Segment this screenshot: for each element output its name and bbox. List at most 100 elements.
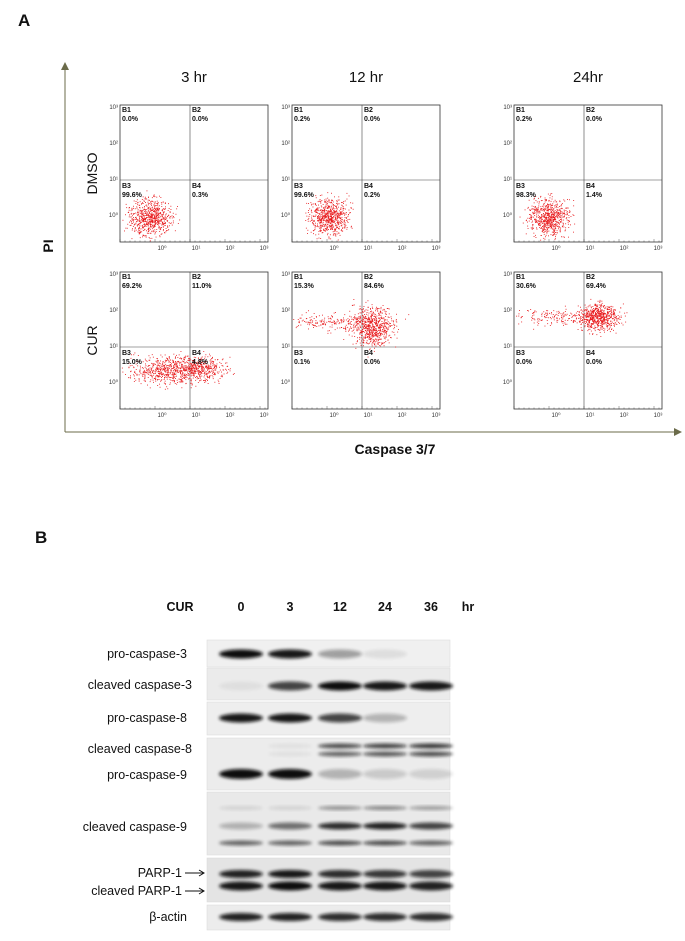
event-dot [373,335,374,337]
event-dot [525,233,527,235]
event-dot [322,220,324,222]
event-dot [564,215,565,217]
event-dot [343,203,344,204]
event-dot [332,226,334,228]
event-dot [386,322,387,324]
event-dot [221,365,223,366]
event-dot [544,316,546,318]
event-dot [580,316,582,317]
event-dot [584,326,586,328]
event-dot [337,221,339,223]
event-dot [160,354,162,356]
event-dot [548,208,550,210]
event-dot [155,217,157,219]
event-dot [204,372,206,373]
event-dot [187,362,189,364]
event-dot [322,219,324,221]
event-dot [339,217,341,219]
event-dot [191,373,192,375]
event-dot [600,310,602,312]
event-dot [149,240,151,242]
event-dot [125,227,127,229]
event-dot [366,324,368,326]
event-dot [323,207,325,208]
event-dot [169,366,171,368]
event-dot [325,324,326,326]
quadrant-percent: 69.2% [122,283,143,290]
event-dot [363,316,365,318]
event-dot [377,327,379,329]
event-dot [370,311,372,312]
event-dot [204,363,206,365]
event-dot [176,375,177,377]
event-dot [326,212,328,214]
event-dot [190,369,192,370]
event-dot [538,197,539,199]
event-dot [299,322,300,324]
event-dot [369,339,371,340]
event-dot [372,333,373,335]
event-dot [602,317,604,318]
event-dot [594,308,596,310]
event-dot [143,214,145,216]
event-dot [147,208,149,210]
event-dot [551,223,553,225]
event-dot [163,364,165,366]
event-dot [391,331,393,333]
event-dot [597,325,599,327]
event-dot [594,312,596,314]
event-dot [518,313,520,315]
event-dot [139,218,141,220]
event-dot [161,233,163,235]
event-dot [322,213,323,215]
event-dot [162,208,164,210]
event-dot [339,327,341,329]
event-dot [146,205,148,207]
event-dot [166,230,167,231]
event-dot [360,317,362,319]
event-dot [160,216,162,218]
event-dot [541,208,543,209]
event-dot [386,330,388,332]
event-dot [128,363,130,364]
event-dot [159,371,161,373]
event-dot [376,326,378,327]
event-dot [158,222,160,223]
event-dot [535,219,537,221]
event-dot [363,340,365,341]
event-dot [534,219,535,220]
event-dot [332,321,334,323]
event-dot [173,365,175,366]
event-dot [175,364,177,366]
event-dot [209,366,210,368]
event-dot [588,315,590,317]
event-dot [180,375,182,377]
event-dot [159,223,161,225]
quadrant-name: B3 [122,350,131,357]
event-dot [125,374,126,375]
event-dot [327,211,329,213]
event-dot [323,214,325,216]
event-dot [336,225,338,227]
event-dot [325,213,327,215]
event-dot [147,215,149,216]
event-dot [148,211,150,213]
event-dot [600,309,601,311]
event-dot [531,209,533,210]
event-dot [370,308,371,310]
event-dot [217,359,218,361]
event-dot [157,204,159,206]
event-dot [193,373,195,375]
event-dot [170,369,172,371]
event-dot [184,365,186,367]
event-dot [153,369,154,371]
event-dot [198,360,200,362]
event-dot [140,216,142,217]
event-dot [592,318,593,320]
event-dot [328,220,330,222]
event-dot [187,359,189,361]
event-dot [323,228,324,230]
event-dot [587,325,589,327]
event-dot [151,215,153,217]
event-dot [328,229,329,230]
